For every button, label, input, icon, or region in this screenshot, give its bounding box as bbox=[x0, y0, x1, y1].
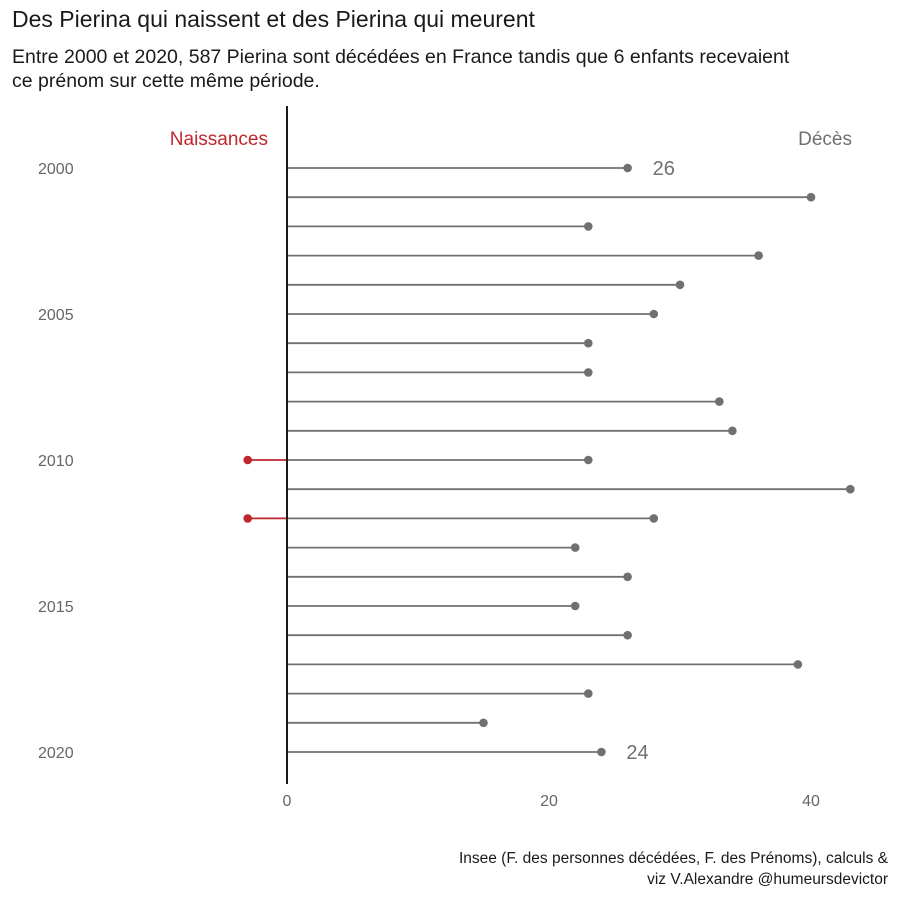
death-point-2011 bbox=[846, 484, 855, 494]
chart-title: Des Pierina qui naissent et des Pierina … bbox=[12, 6, 535, 32]
death-point-2016 bbox=[623, 630, 632, 640]
source-caption-line1: Insee (F. des personnes décédées, F. des… bbox=[458, 850, 888, 867]
death-point-2008 bbox=[715, 397, 724, 406]
source-caption-line2: viz V.Alexandre @humeursdevictor bbox=[647, 871, 888, 888]
y-tick-label-2005: 2005 bbox=[38, 307, 74, 324]
death-point-2001 bbox=[806, 192, 816, 202]
y-tick-label-2000: 2000 bbox=[38, 161, 74, 178]
data-label-2020: 24 bbox=[626, 742, 648, 764]
birth-point-2012 bbox=[243, 514, 252, 523]
x-tick-label-20: 20 bbox=[540, 793, 558, 810]
death-point-2009 bbox=[728, 426, 737, 436]
chart-subtitle: Entre 2000 et 2020, 587 Pierina sont déc… bbox=[12, 46, 790, 92]
y-tick-label-2020: 2020 bbox=[38, 745, 74, 762]
death-point-2003 bbox=[754, 251, 763, 260]
y-tick-label-2010: 2010 bbox=[38, 453, 74, 470]
death-point-2019 bbox=[479, 718, 488, 728]
x-tick-label-0: 0 bbox=[283, 793, 292, 810]
death-point-2020 bbox=[597, 747, 606, 757]
death-point-2014 bbox=[623, 572, 632, 582]
source-caption: Insee (F. des personnes décédées, F. des… bbox=[459, 848, 888, 890]
birth-point-2010 bbox=[243, 455, 252, 465]
death-point-2010 bbox=[584, 455, 593, 465]
death-point-2004 bbox=[675, 280, 685, 290]
death-point-2005 bbox=[649, 309, 659, 319]
death-point-2018 bbox=[584, 689, 593, 698]
death-point-2013 bbox=[570, 543, 580, 552]
death-point-2015 bbox=[570, 601, 580, 611]
death-point-2012 bbox=[649, 514, 659, 523]
death-point-2002 bbox=[584, 222, 593, 231]
death-point-2000 bbox=[623, 163, 632, 173]
death-point-2017 bbox=[793, 660, 803, 669]
births-legend-label: Naissances bbox=[170, 129, 268, 150]
data-label-2000: 26 bbox=[653, 158, 675, 180]
death-point-2007 bbox=[584, 368, 593, 377]
x-tick-label-40: 40 bbox=[802, 793, 820, 810]
death-point-2006 bbox=[584, 338, 593, 348]
y-tick-label-2015: 2015 bbox=[38, 599, 74, 616]
deaths-legend-label: Décès bbox=[798, 129, 852, 150]
